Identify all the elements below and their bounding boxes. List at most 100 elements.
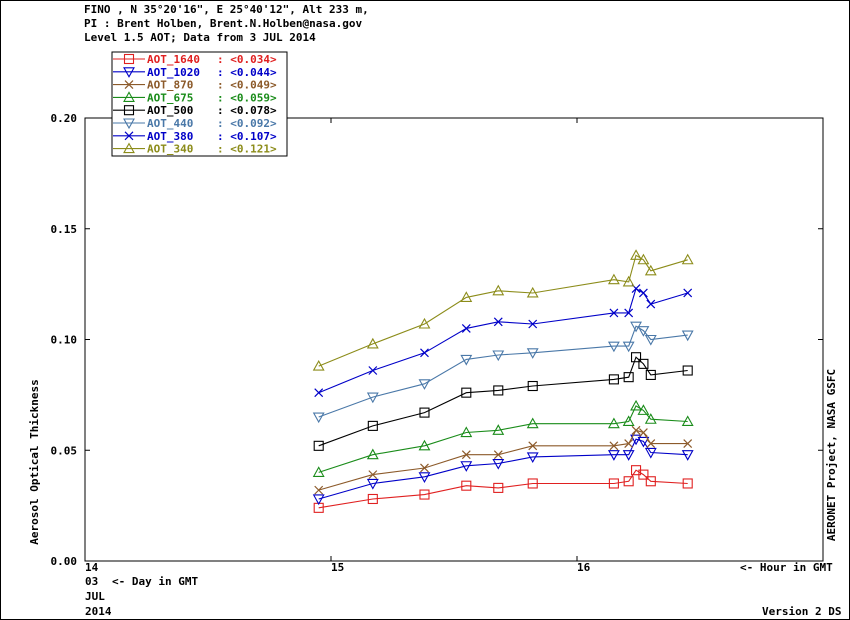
series-aot-1640 bbox=[313, 465, 693, 513]
data-point bbox=[526, 452, 539, 464]
data-point bbox=[622, 415, 635, 427]
y-tick-label: 0.05 bbox=[51, 444, 78, 457]
legend-swatch-marker bbox=[123, 118, 135, 130]
right-credit-label: AERONET Project, NASA GSFC bbox=[825, 369, 838, 541]
data-point bbox=[493, 482, 504, 493]
data-point bbox=[366, 478, 379, 490]
data-point bbox=[630, 352, 642, 363]
data-point bbox=[622, 275, 635, 287]
legend-box bbox=[111, 51, 288, 157]
data-point bbox=[461, 480, 472, 491]
series-aot-380 bbox=[314, 284, 693, 398]
series-layer bbox=[312, 249, 694, 513]
data-point bbox=[682, 478, 693, 489]
data-point bbox=[366, 448, 379, 460]
legend-series-mean: : <0.034> bbox=[217, 53, 277, 66]
data-point bbox=[461, 450, 471, 460]
data-point bbox=[637, 436, 650, 448]
plot-area bbox=[84, 117, 824, 562]
data-point bbox=[367, 420, 378, 431]
data-point bbox=[492, 424, 505, 435]
data-point bbox=[460, 354, 473, 366]
data-point bbox=[681, 253, 694, 265]
data-point bbox=[419, 407, 430, 418]
data-point bbox=[644, 264, 657, 276]
data-point bbox=[312, 494, 325, 506]
data-point bbox=[527, 478, 538, 489]
series-aot-1020 bbox=[312, 434, 694, 506]
legend-swatch-marker bbox=[123, 142, 135, 154]
legend-series-mean: : <0.044> bbox=[217, 66, 277, 79]
data-point bbox=[644, 334, 657, 346]
data-point bbox=[646, 299, 656, 309]
legend-series-name: AOT_1020 bbox=[147, 66, 200, 79]
data-point bbox=[527, 380, 538, 392]
level-line: Level 1.5 AOT; Data from 3 JUL 2014 bbox=[84, 31, 316, 44]
x-tick-label: 15 bbox=[331, 561, 344, 574]
y-tick-label: 0.15 bbox=[51, 223, 78, 236]
data-point bbox=[528, 441, 538, 451]
y-tick-label: 0.10 bbox=[51, 334, 78, 347]
data-point bbox=[638, 428, 648, 437]
legend-series-name: AOT_870 bbox=[147, 79, 193, 92]
data-point bbox=[493, 450, 503, 460]
data-point bbox=[644, 447, 657, 459]
hour-axis-label: <- Hour in GMT bbox=[740, 561, 833, 574]
legend-entry: AOT_1640: <0.034> bbox=[113, 53, 277, 66]
legend-entry: AOT_675: <0.059> bbox=[113, 91, 277, 104]
legend-series-mean: : <0.092> bbox=[217, 117, 277, 130]
data-point bbox=[366, 337, 379, 349]
data-point bbox=[367, 493, 378, 505]
legend-swatch-marker bbox=[123, 105, 135, 116]
series-line bbox=[318, 356, 688, 447]
axes: 0.00 0.05 0.10 0.15 0.20 14 15 16 bbox=[51, 112, 823, 574]
series-line bbox=[318, 325, 688, 418]
data-point bbox=[528, 319, 538, 329]
data-point bbox=[630, 399, 642, 411]
data-point bbox=[638, 358, 649, 369]
series-line bbox=[318, 405, 688, 473]
legend-entry: AOT_380: <0.107> bbox=[113, 130, 277, 143]
data-point bbox=[526, 286, 539, 298]
month-line: JUL bbox=[85, 590, 105, 603]
legend-series-name: AOT_440 bbox=[147, 117, 193, 130]
legend-entry: AOT_340: <0.121> bbox=[113, 142, 277, 156]
data-point bbox=[683, 288, 693, 298]
data-point bbox=[607, 341, 620, 353]
data-point bbox=[608, 374, 619, 385]
legend-series-mean: : <0.049> bbox=[217, 79, 277, 92]
legend-entry: AOT_1020 : <0.044> bbox=[113, 66, 277, 79]
data-point bbox=[607, 273, 620, 285]
data-point bbox=[645, 369, 656, 380]
legend-series-name: AOT_675 bbox=[147, 91, 193, 104]
legend-series-name: AOT_500 bbox=[147, 104, 193, 117]
data-point bbox=[461, 387, 472, 398]
data-point bbox=[313, 440, 324, 451]
x-tick-label: 14 bbox=[85, 561, 99, 574]
legend-series-mean: : <0.121> bbox=[217, 143, 277, 156]
legend-swatch-marker bbox=[123, 67, 135, 78]
legend-entry: AOT_870 : <0.049> bbox=[113, 79, 277, 92]
data-point bbox=[460, 461, 473, 472]
legend-entry: AOT_500 : <0.078> bbox=[113, 104, 277, 117]
data-point bbox=[526, 417, 539, 429]
series-aot-440 bbox=[312, 321, 694, 424]
data-point bbox=[492, 458, 505, 470]
series-line bbox=[318, 254, 688, 367]
legend: AOT_1640: <0.034>AOT_1020: <0.044>AOT_87… bbox=[111, 51, 288, 157]
data-point bbox=[630, 434, 642, 446]
data-point bbox=[624, 439, 634, 449]
site-title: FINO , N 35°20'16", E 25°40'12", Alt 233… bbox=[84, 3, 369, 16]
data-point bbox=[608, 478, 619, 489]
data-point bbox=[314, 485, 324, 495]
data-point bbox=[624, 308, 634, 318]
legend-series-mean: : <0.078> bbox=[217, 104, 277, 117]
data-point bbox=[638, 469, 649, 480]
data-point bbox=[637, 404, 650, 415]
day-line: 03 bbox=[85, 575, 98, 588]
day-axis-label: <- Day in GMT bbox=[112, 575, 198, 588]
data-point bbox=[638, 288, 648, 298]
data-point bbox=[420, 463, 429, 473]
data-point bbox=[312, 359, 325, 371]
